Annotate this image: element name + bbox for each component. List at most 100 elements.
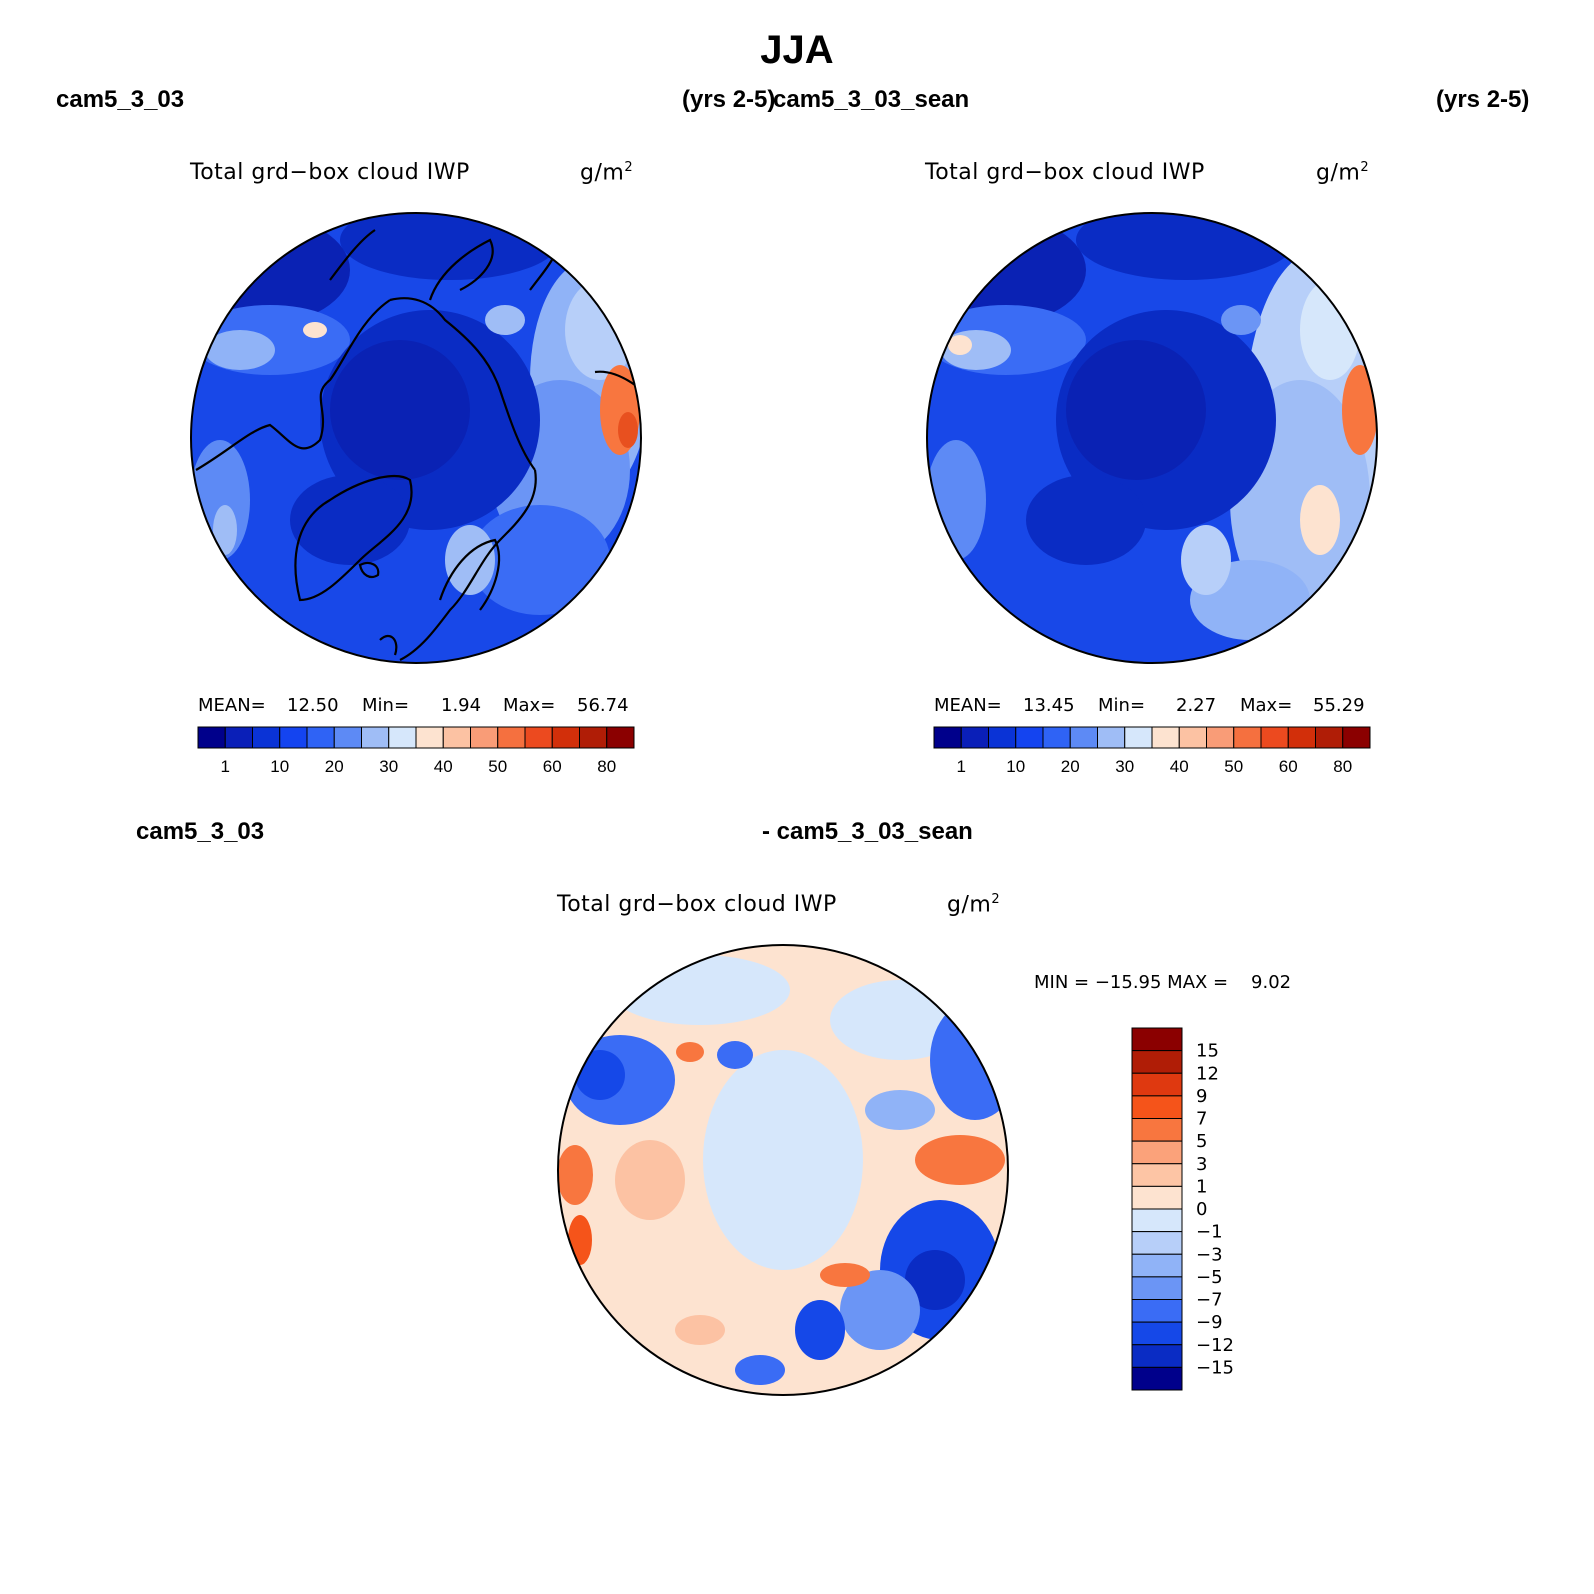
panel3-colorbar-swatch (1131, 1027, 1183, 1052)
panel2-field-title: Total grd−box cloud IWP (925, 160, 1205, 185)
panel2-units: g/m2 (1316, 160, 1369, 185)
panel1-colorbar-swatch (606, 726, 635, 749)
panel3-colorbar-swatch (1131, 1185, 1183, 1210)
panel2-colorbar-swatch (1342, 726, 1371, 749)
panel1-colorbar-swatch (306, 726, 335, 749)
panel3-colorbar-tick-label: 7 (1196, 1109, 1207, 1130)
panel1-max-value: 56.74 (577, 695, 629, 716)
panel2-colorbar-swatch (1233, 726, 1262, 749)
panel3-colorbar-swatch (1131, 1344, 1183, 1368)
panel3-colorbar-swatch (1131, 1321, 1183, 1346)
panel1-colorbar-swatch (197, 726, 226, 749)
panel3-colorbar-tick-label: −15 (1196, 1357, 1234, 1378)
panel3-colorbar-tick-label: −12 (1196, 1335, 1234, 1356)
panel2-colorbar-swatch (1315, 726, 1344, 749)
panel3-colorbar-tick-label: 3 (1196, 1154, 1207, 1175)
panel2-colorbar-swatch (1206, 726, 1235, 749)
panel1-max-label: Max= (503, 695, 556, 716)
panel1-units-text: g/m (580, 160, 625, 186)
panel2-units-text: g/m (1316, 160, 1361, 186)
panel3-case-label: cam5_3_03 (136, 818, 265, 845)
panel2-colorbar-swatch (1287, 726, 1316, 749)
panel2-colorbar: 1 10 20 30 40 50 60 80 (933, 726, 1371, 776)
panel2-colorbar-tick-label: 10 (1006, 757, 1025, 776)
main-title: JJA (760, 28, 834, 72)
panel2-colorbar-swatch (1015, 726, 1044, 749)
panel1-colorbar-tick-label: 40 (434, 757, 453, 776)
panel3-units-exp: 2 (991, 892, 1001, 907)
panel2-mean-label: MEAN= (934, 695, 1002, 716)
panel3-colorbar-swatch (1131, 1140, 1183, 1165)
panel2-colorbar-swatch (1069, 726, 1098, 749)
panel2-min-value: 2.27 (1176, 695, 1217, 716)
panel2-colorbar-swatch (1151, 726, 1180, 749)
panel1-colorbar-tick-label: 80 (597, 757, 616, 776)
panel1-years-label: (yrs 2-5) (682, 86, 776, 113)
panel1-colorbar-swatch (388, 726, 417, 749)
panel2-colorbar-swatch (988, 726, 1017, 749)
panel2-case-label: cam5_3_03_sean (773, 86, 970, 113)
panel3-colorbar-tick-label: 5 (1196, 1131, 1207, 1152)
panel1-colorbar-swatch (279, 726, 308, 749)
panel2-min-label: Min= (1098, 695, 1146, 716)
panel3-colorbar-tick-label: −5 (1196, 1267, 1223, 1288)
panel3-colorbar-swatch (1131, 1163, 1183, 1187)
panel1-colorbar: 1 10 20 30 40 50 60 80 (197, 726, 635, 776)
panel2-colorbar-tick-label: 30 (1115, 757, 1134, 776)
panel1-case-label: cam5_3_03 (56, 86, 185, 113)
panel3-colorbar-tick-label: 1 (1196, 1176, 1207, 1197)
panel3-colorbar-tick-label: 9 (1196, 1086, 1207, 1107)
panel3-colorbar-swatch (1131, 1366, 1183, 1391)
panel1-colorbar-swatch (252, 726, 281, 749)
panel2-colorbar-swatch (1178, 726, 1207, 749)
panel1-colorbar-swatch (333, 726, 362, 749)
panel2-colorbar-tick-label: 80 (1333, 757, 1352, 776)
panel2-polar-map (927, 213, 1377, 663)
panel3-colorbar-tick-label: −9 (1196, 1312, 1223, 1333)
panel3-colorbar-tick-label: 15 (1196, 1041, 1219, 1062)
panel2-colorbar-tick-label: 40 (1170, 757, 1189, 776)
panel1-min-value: 1.94 (441, 695, 482, 716)
panel2-colorbar-tick-label: 50 (1224, 757, 1243, 776)
panel3-colorbar-swatch (1131, 1299, 1183, 1323)
panel2-colorbar-swatch (1097, 726, 1126, 749)
panel3-colorbar-tick-label: −1 (1196, 1222, 1223, 1243)
panel3-colorbar-swatch (1131, 1208, 1183, 1233)
panel1-colorbar-tick-label: 1 (221, 757, 230, 776)
panel1-colorbar-swatch (415, 726, 444, 749)
panel1-colorbar-swatch (579, 726, 608, 749)
panel3-colorbar-swatch (1131, 1253, 1183, 1278)
panel1-map-border (190, 212, 642, 664)
panel2-mean-value: 13.45 (1023, 695, 1075, 716)
panel3-colorbar-tick-label: −7 (1196, 1290, 1223, 1311)
panel3-colorbar-swatch (1131, 1231, 1183, 1255)
panel3-colorbar-tick-label: 12 (1196, 1063, 1219, 1084)
panel2-colorbar-swatch (1260, 726, 1289, 749)
panel3-colorbar-swatch (1131, 1118, 1183, 1142)
panel1-colorbar-tick-label: 10 (270, 757, 289, 776)
panel2-colorbar-tick-label: 60 (1279, 757, 1298, 776)
panel3-units: g/m2 (947, 892, 1000, 917)
panel1-field-title: Total grd−box cloud IWP (190, 160, 470, 185)
panel2-colorbar-swatch (933, 726, 962, 749)
panel1-colorbar-swatch (224, 726, 253, 749)
panel3-polar-map (558, 945, 1008, 1395)
panel1-colorbar-swatch (524, 726, 553, 749)
panel1-colorbar-swatch (442, 726, 471, 749)
panel1-colorbar-tick-label: 50 (488, 757, 507, 776)
panel2-years-label: (yrs 2-5) (1436, 86, 1530, 113)
panel3-map-border (557, 944, 1009, 1396)
panel2-units-exp: 2 (1360, 160, 1370, 175)
panel2-colorbar-swatch (1124, 726, 1153, 749)
panel1-colorbar-tick-label: 20 (325, 757, 344, 776)
panel3-colorbar-tick-label: −3 (1196, 1244, 1223, 1265)
panel3-field-title: Total grd−box cloud IWP (557, 892, 837, 917)
panel1-polar-map (191, 213, 641, 663)
panel2-max-label: Max= (1240, 695, 1293, 716)
panel1-colorbar-swatch (470, 726, 499, 749)
panel1-units-exp: 2 (624, 160, 634, 175)
panel3-minus-label: - cam5_3_03_sean (762, 818, 973, 845)
panel1-mean-label: MEAN= (198, 695, 266, 716)
